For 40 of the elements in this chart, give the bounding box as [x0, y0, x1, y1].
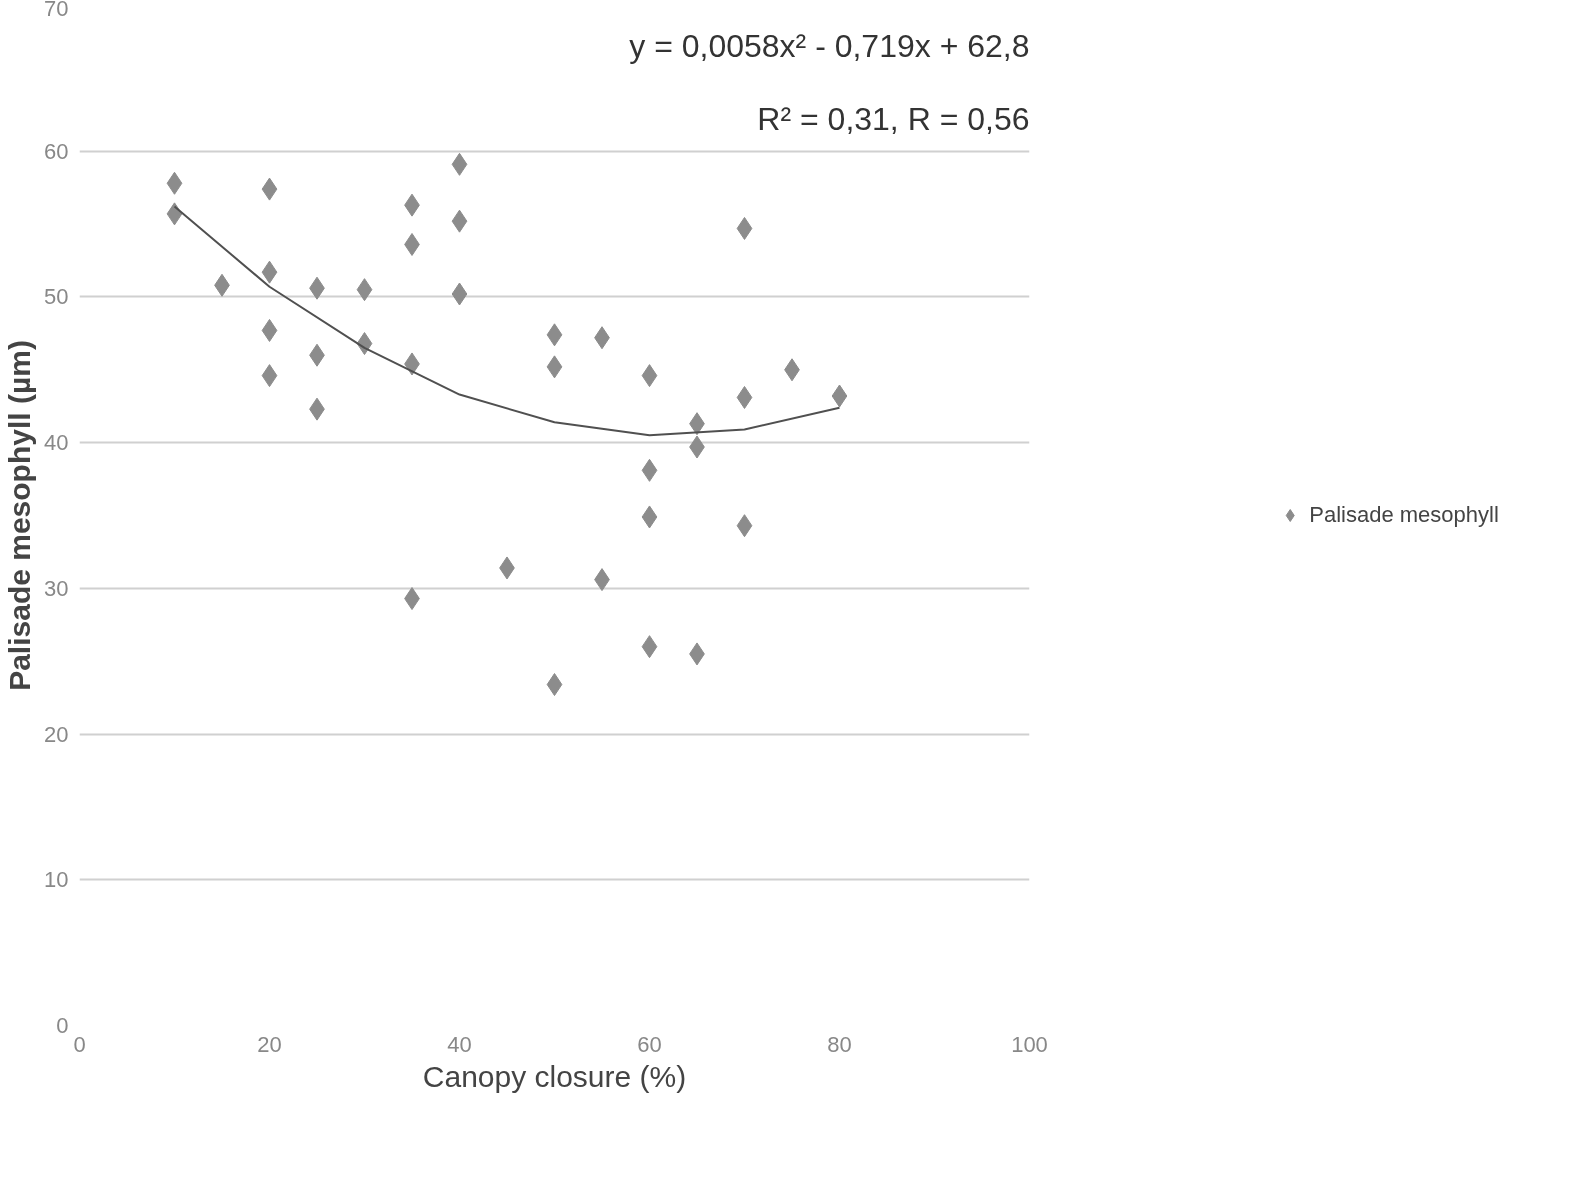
y-tick-label: 40: [44, 430, 69, 456]
point: [451, 282, 468, 306]
x-tick-label: 40: [447, 1031, 472, 1057]
y-axis-title: Palisade mesophyll (µm): [3, 340, 37, 691]
point: [166, 202, 183, 226]
point: [261, 318, 278, 342]
point: [546, 323, 563, 347]
x-tick-label: 60: [637, 1031, 662, 1057]
point: [641, 505, 658, 529]
point: [641, 635, 658, 659]
y-tick-label: 70: [44, 0, 69, 21]
point: [736, 216, 753, 240]
x-axis-title: Canopy closure (%): [422, 1059, 687, 1093]
point: [356, 278, 373, 302]
annotation: R² = 0,31, R = 0,56: [757, 100, 1030, 137]
point: [451, 152, 468, 176]
annotation: y = 0,0058x² - 0,719x + 62,8: [629, 27, 1030, 64]
y-tick-label: 0: [56, 1013, 69, 1038]
y-tick-label: 60: [44, 138, 69, 164]
point: [546, 355, 563, 379]
x-tick-label: 80: [827, 1031, 852, 1057]
legend-label: Palisade mesophyll: [1309, 502, 1499, 528]
point: [166, 171, 183, 195]
x-tick-label: 100: [1011, 1031, 1048, 1057]
x-tick-label: 0: [73, 1031, 86, 1057]
point: [831, 384, 848, 408]
point: [736, 385, 753, 409]
y-tick-label: 30: [44, 575, 69, 601]
point: [641, 458, 658, 482]
point: [261, 364, 278, 388]
point: [641, 364, 658, 388]
y-tick-label: 50: [44, 284, 69, 310]
point: [546, 673, 563, 697]
point: [261, 260, 278, 284]
y-tick-label: 20: [44, 721, 69, 747]
y-tick-label: 10: [44, 867, 69, 893]
point: [261, 177, 278, 201]
point: [451, 209, 468, 233]
point: [736, 514, 753, 538]
x-tick-label: 20: [257, 1031, 282, 1057]
